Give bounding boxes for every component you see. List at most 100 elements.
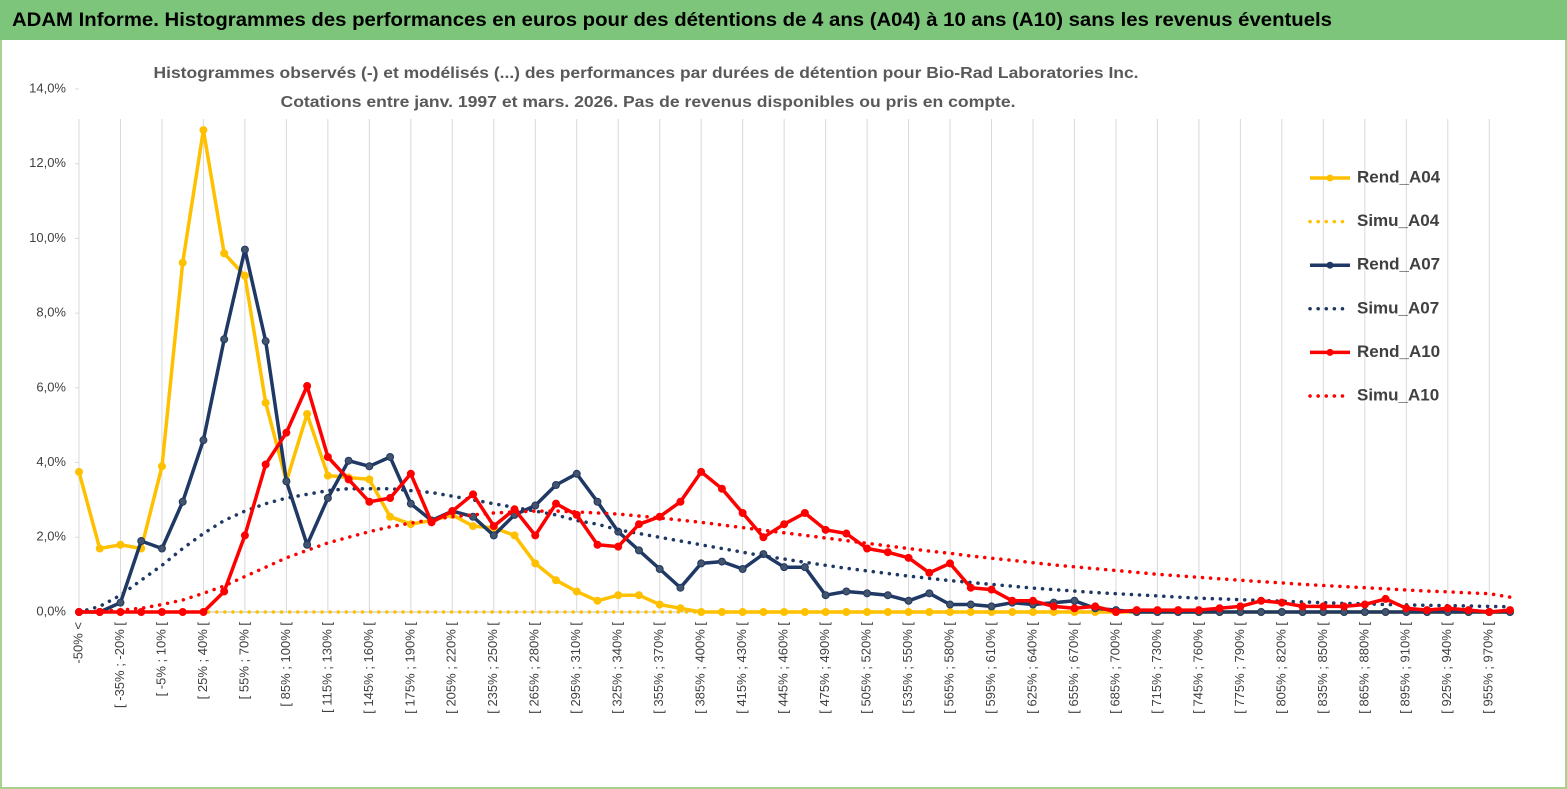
- point: [157, 608, 166, 616]
- x-tick-label: [ 475% ; 490% [: [817, 622, 832, 714]
- point: [1277, 608, 1286, 616]
- point: [303, 540, 312, 549]
- point: [572, 587, 581, 596]
- x-tick-label: [ 325% ; 340% [: [610, 622, 625, 714]
- point: [365, 497, 374, 506]
- point: [759, 533, 768, 542]
- banner: ADAM Informe. Histogrammes des performan…: [12, 10, 1332, 31]
- point: [738, 509, 747, 518]
- point: [1091, 602, 1100, 611]
- point: [510, 531, 519, 540]
- point: [178, 608, 187, 616]
- point: [116, 598, 125, 607]
- point: [282, 428, 291, 437]
- point: [344, 475, 353, 484]
- point: [365, 475, 374, 484]
- x-tick-label: [ 205% ; 220% [: [444, 622, 459, 714]
- point: [552, 576, 560, 585]
- point: [282, 477, 291, 486]
- x-tick-label: [ 685% ; 700% [: [1107, 622, 1122, 714]
- legend-label: Rend_A10: [1357, 342, 1440, 361]
- point: [323, 471, 332, 480]
- point: [925, 568, 934, 577]
- point: [220, 587, 229, 596]
- x-tick-label: [ 25% ; 40% [: [195, 622, 210, 700]
- x-tick-label: [ 595% ; 610% [: [983, 622, 998, 714]
- y-tick-label: 6,0%: [36, 379, 66, 394]
- point: [676, 604, 685, 613]
- point: [137, 608, 146, 616]
- x-tick-label: [ 745% ; 760% [: [1190, 622, 1205, 714]
- point: [946, 600, 955, 609]
- point: [1236, 602, 1245, 611]
- legend-label: Rend_A04: [1357, 167, 1441, 186]
- legend-label: Rend_A07: [1357, 255, 1440, 274]
- x-tick-label: [ 385% ; 400% [: [693, 622, 708, 714]
- legend-marker: [1326, 261, 1334, 269]
- point: [614, 542, 623, 551]
- point: [75, 467, 83, 476]
- point: [261, 460, 270, 469]
- point: [303, 381, 312, 390]
- point: [1194, 606, 1203, 615]
- point: [1029, 596, 1037, 605]
- x-tick-label: [ 535% ; 550% [: [900, 622, 915, 714]
- x-tick-label: [ 625% ; 640% [: [1024, 622, 1039, 714]
- legend-marker: [1326, 348, 1334, 356]
- point: [738, 565, 747, 574]
- x-tick-label: [ 895% ; 910% [: [1398, 622, 1413, 714]
- point: [178, 497, 187, 506]
- point: [1111, 608, 1120, 616]
- point: [157, 462, 166, 471]
- point: [157, 544, 166, 553]
- point: [365, 462, 374, 471]
- point: [1381, 594, 1390, 603]
- chart-subtitle: Cotations entre janv. 1997 et mars. 2026…: [281, 94, 1016, 111]
- point: [1298, 602, 1307, 611]
- point: [1257, 608, 1266, 616]
- x-tick-label: [ 115% ; 130% [: [319, 622, 334, 713]
- point: [1340, 602, 1349, 611]
- x-tick-label: [ 805% ; 820% [: [1273, 622, 1288, 714]
- x-tick-label: [ 445% ; 460% [: [776, 622, 791, 714]
- x-tick-label: [ 295% ; 310% [: [568, 622, 583, 714]
- point: [863, 589, 872, 598]
- legend-label: Simu_A07: [1357, 298, 1439, 317]
- point: [1485, 608, 1494, 616]
- observed-line: [79, 247, 1510, 614]
- point: [178, 258, 187, 267]
- point: [842, 529, 851, 538]
- point: [946, 559, 955, 568]
- legend-label: Simu_A04: [1357, 211, 1440, 230]
- point: [1049, 602, 1058, 611]
- point: [1464, 606, 1473, 615]
- point: [925, 589, 934, 598]
- x-tick-label: [ 865% ; 880% [: [1356, 622, 1371, 714]
- point: [634, 546, 643, 555]
- point: [323, 452, 332, 461]
- point: [800, 563, 809, 572]
- point: [863, 544, 872, 553]
- point: [1153, 606, 1162, 615]
- point: [261, 337, 270, 346]
- point: [95, 544, 104, 553]
- x-tick-label: [ 565% ; 580% [: [941, 622, 956, 714]
- point: [137, 537, 146, 546]
- chart-title: Histogrammes observés (-) et modélisés (…: [154, 65, 1139, 82]
- point: [448, 507, 457, 516]
- y-tick-label: 4,0%: [36, 454, 66, 469]
- point: [386, 512, 395, 521]
- point: [780, 520, 789, 529]
- x-tick-label: [ -35% ; -20% [: [112, 622, 127, 708]
- point: [987, 585, 996, 594]
- point: [883, 591, 892, 600]
- point: [966, 600, 975, 609]
- point: [676, 583, 685, 592]
- point: [1070, 604, 1079, 613]
- point: [904, 596, 913, 605]
- point: [220, 249, 229, 258]
- point: [655, 600, 664, 609]
- point: [904, 553, 913, 562]
